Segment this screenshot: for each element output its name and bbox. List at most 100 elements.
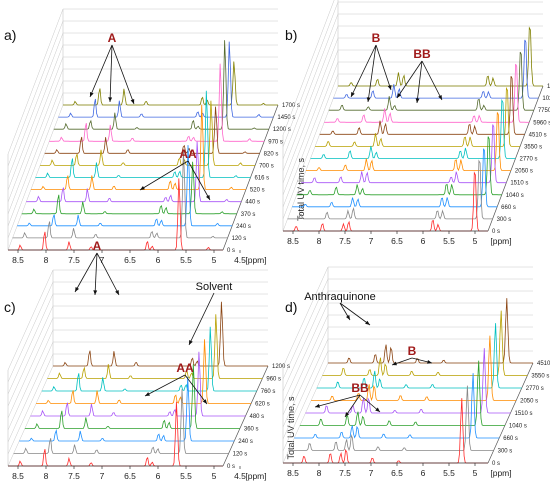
grid-line	[7, 68, 64, 215]
grid-line	[7, 329, 54, 431]
panel-label: a)	[4, 27, 16, 43]
annotation-arrow	[421, 60, 443, 101]
x-tick-label: 8.5	[12, 471, 24, 481]
spectrum-trace	[47, 314, 263, 379]
x-tick-label: 7.5	[68, 255, 80, 265]
time-label: 120 s	[233, 452, 248, 458]
time-label: 0 s	[492, 229, 500, 235]
grid-line	[7, 317, 54, 419]
grid-line	[282, 0, 335, 136]
annotation-arrow	[416, 60, 423, 104]
arrow-head	[108, 97, 113, 102]
time-label: 440 s	[245, 200, 260, 206]
grid-line	[7, 353, 54, 455]
x-tick-label: [ppm]	[490, 468, 511, 478]
arrow-head	[315, 403, 320, 408]
grid-line	[7, 269, 54, 371]
spectrum-trace	[328, 51, 534, 111]
time-label: 2050 s	[520, 399, 538, 405]
annotation-arrow	[111, 44, 135, 105]
time-label: 1040 s	[506, 193, 524, 199]
x-tick-label: 5	[212, 255, 217, 265]
spectrum-trace	[324, 63, 530, 123]
arrow-head	[415, 98, 420, 103]
time-label: 370 s	[241, 212, 256, 218]
grid-walls	[7, 8, 279, 251]
time-label: 1200 s	[272, 364, 290, 370]
annotation-label: Solvent	[196, 281, 233, 293]
spectrum-trace	[36, 339, 252, 404]
grid-line	[7, 281, 54, 383]
annotation-label: AA	[179, 147, 197, 161]
grid-line	[282, 350, 329, 452]
spectrum-trace	[49, 63, 265, 142]
grid-line	[7, 44, 64, 191]
time-label: 2770 s	[520, 157, 538, 163]
spectrum-trace	[301, 124, 507, 184]
annotation-arrow	[184, 374, 208, 405]
time-label: 0 s	[227, 248, 235, 254]
time-label: 820 s	[264, 151, 279, 157]
grid-line	[282, 73, 339, 220]
spectrum-trace	[13, 389, 229, 454]
arrow-head	[189, 340, 193, 345]
spectrum-trace	[305, 112, 511, 172]
grid-line	[7, 20, 64, 167]
x-tick-label: 5	[473, 468, 478, 478]
spectrum-trace	[40, 100, 256, 166]
grid-line	[282, 1, 339, 148]
arrow-head	[75, 287, 79, 292]
time-label: 5960 s	[533, 120, 550, 126]
spectrum-trace	[17, 145, 233, 227]
grid-line	[282, 25, 339, 172]
time-label: 300 s	[497, 217, 512, 223]
arrow-head	[206, 195, 210, 200]
x-tick-label: [ppm]	[490, 236, 511, 246]
arrow-head	[351, 92, 355, 97]
annotation-arrow	[144, 374, 186, 397]
arrow-head	[90, 92, 94, 97]
time-label: 4510 s	[537, 361, 550, 367]
time-label: 520 s	[250, 188, 265, 194]
time-label: 0 s	[227, 464, 235, 470]
x-tick-label: [ppm]	[245, 255, 266, 265]
spectrum-trace	[35, 90, 251, 178]
grid-line	[282, 13, 339, 160]
annotation-arrow	[187, 160, 211, 201]
x-tick-label: 5.5	[180, 471, 192, 481]
x-tick-label: 8	[44, 255, 49, 265]
spectrum-trace	[24, 364, 240, 429]
time-label: 760 s	[261, 389, 276, 395]
time-label: 240 s	[238, 439, 253, 445]
grid-line	[7, 293, 54, 395]
arrow-head	[93, 290, 98, 295]
panel-label: d)	[285, 299, 297, 315]
time-label: 660 s	[503, 436, 518, 442]
x-tick-label: 6	[156, 471, 161, 481]
arrow-head	[438, 95, 442, 100]
arrow-head	[345, 412, 350, 417]
arrow-head	[115, 290, 119, 295]
spectrum-trace	[30, 104, 246, 190]
grid-line	[282, 37, 339, 184]
x-tick-label: 8	[44, 471, 49, 481]
spectrum-trace	[53, 40, 269, 130]
x-tick-label: 6	[421, 236, 426, 246]
x-tick-label: 8.5	[287, 236, 299, 246]
annotation-label: AA	[176, 361, 194, 375]
time-label: 1450 s	[277, 115, 295, 121]
grid-line	[7, 8, 64, 155]
time-label: 2050 s	[515, 169, 533, 175]
x-tick-label: 6.5	[391, 468, 403, 478]
arrow-head	[140, 186, 145, 190]
grid-line	[7, 92, 64, 239]
grid-line	[282, 290, 329, 392]
spectrum-trace	[296, 136, 502, 196]
y-axis-label: Total UV time, s	[296, 157, 306, 221]
spectrum-trace	[26, 141, 242, 203]
spectrum-trace	[292, 148, 498, 208]
spectrum-trace	[58, 41, 274, 118]
x-tick-label: 7	[369, 468, 374, 478]
spectrum-trace	[12, 149, 228, 239]
annotation-arrow	[94, 252, 98, 296]
